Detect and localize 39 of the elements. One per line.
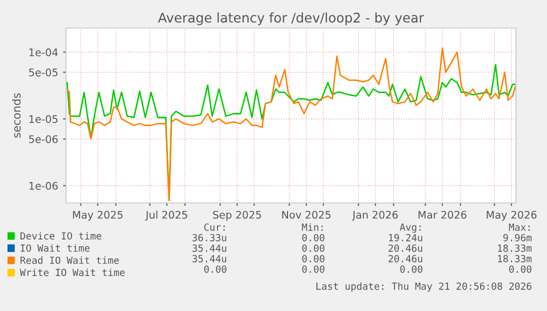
text: 0.00: [509, 265, 532, 273]
text: Avg:: [400, 224, 421, 233]
y-tick-label: 1e-06: [29, 182, 58, 190]
text: Last update: Thu May 21 20:56:08 2026: [316, 282, 532, 292]
x-tick-label: May 2026: [486, 210, 536, 221]
text: 20.46u: [388, 244, 422, 252]
y-tick-label: 1e-04: [29, 48, 58, 56]
x-tick-label: Sep 2025: [213, 210, 261, 221]
text: 20.46u: [388, 254, 422, 262]
x-tick-label: Nov 2025: [282, 210, 330, 219]
x-tick-label: Mar 2026: [418, 210, 466, 219]
text: Cur:: [204, 223, 225, 231]
text: 18.33m: [498, 244, 532, 252]
text: 0.00: [302, 254, 324, 262]
text: 35.44u: [192, 254, 226, 262]
text: 36.33u: [192, 234, 226, 242]
legend-label: IO Wait time: [20, 244, 90, 252]
text: Min:: [302, 223, 323, 231]
x-tick-label: Jul 2025: [145, 210, 188, 221]
text: 19.24u: [389, 234, 422, 242]
chart-title: Average latency for /dev/loop2 - by year: [158, 12, 424, 26]
text: 0.00: [302, 265, 324, 273]
y-tick-label: 5e-05: [29, 68, 58, 76]
y-tick-label: 5e-06: [29, 135, 58, 144]
legend-label: Read IO Wait time: [20, 256, 119, 264]
text: 0.00: [302, 244, 324, 252]
text: 0.00: [204, 265, 226, 273]
text: 35.44u: [192, 244, 226, 252]
text: 0.00: [400, 265, 422, 273]
x-tick-label: May 2025: [73, 210, 123, 221]
legend-label: Device IO time: [20, 232, 102, 240]
y-tick-label: 1e-05: [29, 115, 58, 124]
text: 9.96m: [503, 234, 532, 242]
text: 0.00: [302, 234, 324, 242]
x-tick-label: Jan 2026: [352, 210, 398, 221]
text: Max:: [508, 224, 530, 231]
y-axis-title: seconds: [12, 93, 21, 138]
legend-label: Write IO Wait time: [20, 268, 125, 276]
text: 18.33m: [498, 254, 532, 262]
